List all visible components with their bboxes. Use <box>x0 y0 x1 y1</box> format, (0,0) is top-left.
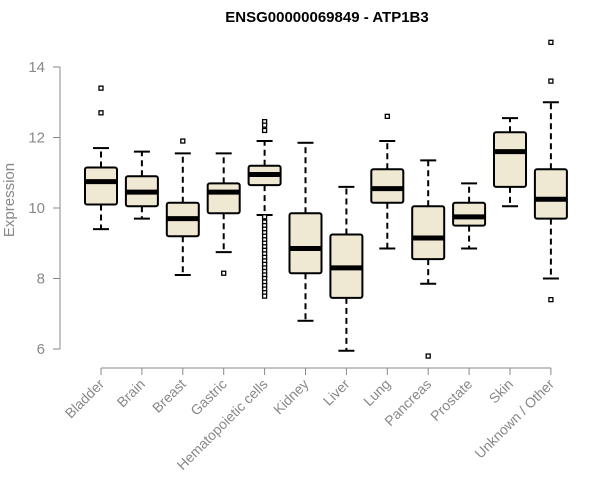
outlier-point <box>180 138 186 144</box>
box-group <box>533 39 568 303</box>
axes: 6 8 10 12 14 <box>28 59 551 369</box>
box <box>370 168 405 204</box>
box-group <box>247 118 282 299</box>
box-group <box>124 150 159 220</box>
x-tick-label: Prostate <box>427 376 475 424</box>
box <box>411 205 446 261</box>
box-group <box>84 85 118 231</box>
box-group <box>493 117 527 208</box>
x-tick-label: Lung <box>360 376 393 409</box>
outlier-point <box>261 293 268 299</box>
box-group <box>165 138 200 276</box>
y-tick-label: 8 <box>37 271 45 288</box>
box-group <box>206 152 241 276</box>
outlier-point <box>98 85 104 91</box>
outlier-point <box>548 296 554 303</box>
y-tick-label: 12 <box>28 130 45 147</box>
x-tick-label: Kidney <box>270 376 312 418</box>
outlier-point <box>98 110 104 116</box>
box-group <box>411 159 446 359</box>
outlier-point <box>384 113 390 119</box>
outlier-point <box>548 78 554 84</box>
outlier-point <box>261 214 268 220</box>
box <box>493 131 527 188</box>
box-group <box>370 113 405 250</box>
y-tick-label: 14 <box>28 59 45 76</box>
x-tick-label: Skin <box>486 376 517 407</box>
outlier-point <box>548 39 554 45</box>
y-axis-label: Expression <box>1 163 18 237</box>
box <box>452 201 487 227</box>
outlier-point <box>261 127 268 134</box>
box <box>206 182 241 215</box>
box-group <box>329 185 364 352</box>
chart-title: ENSG00000069849 - ATP1B3 <box>225 9 428 26</box>
box <box>84 166 118 206</box>
outlier-point <box>261 122 268 128</box>
box <box>288 212 323 275</box>
x-tick-label: Brain <box>114 376 148 410</box>
x-tick-label: Bladder <box>62 376 108 422</box>
box-group <box>452 182 487 250</box>
x-tick-label: Liver <box>320 376 353 409</box>
x-tick-label: Breast <box>149 376 189 416</box>
y-tick-label: 10 <box>28 200 45 217</box>
outlier-point <box>221 270 227 276</box>
y-tick-label: 6 <box>37 341 45 358</box>
box <box>533 168 568 220</box>
box-group <box>288 141 323 322</box>
outlier-point <box>425 353 431 359</box>
boxes <box>84 39 568 359</box>
